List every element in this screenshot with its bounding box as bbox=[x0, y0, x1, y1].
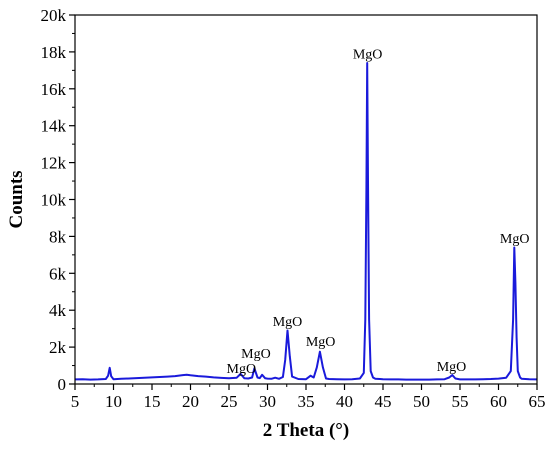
x-tick-label: 55 bbox=[452, 392, 469, 411]
peak-label: MgO bbox=[353, 47, 383, 62]
x-tick-labels: 5 10 15 20 25 30 35 40 45 50 55 60 65 bbox=[71, 392, 546, 411]
plot-area bbox=[74, 62, 538, 381]
y-tick-label: 2k bbox=[49, 338, 67, 357]
x-tick-label: 5 bbox=[71, 392, 80, 411]
series-line bbox=[74, 62, 538, 381]
x-tick-label: 30 bbox=[259, 392, 276, 411]
x-tick-label: 60 bbox=[490, 392, 507, 411]
y-tick-label: 10k bbox=[41, 191, 67, 210]
y-tick-label: 6k bbox=[49, 264, 67, 283]
y-tick-label: 12k bbox=[41, 154, 67, 173]
plot-frame bbox=[74, 14, 538, 385]
x-axis-title: 2 Theta (°) bbox=[263, 420, 349, 441]
x-tick-label: 15 bbox=[144, 392, 161, 411]
y-tick-label: 14k bbox=[41, 117, 67, 136]
peak-label: MgO bbox=[437, 360, 467, 375]
x-tick-label: 40 bbox=[336, 392, 353, 411]
axis-ticks bbox=[69, 14, 538, 390]
x-tick-label: 10 bbox=[105, 392, 122, 411]
y-tick-label: 16k bbox=[41, 80, 67, 99]
x-tick-label: 25 bbox=[221, 392, 238, 411]
peak-label: MgO bbox=[273, 315, 303, 330]
y-tick-label: 18k bbox=[41, 43, 67, 62]
x-tick-label: 20 bbox=[182, 392, 199, 411]
peak-label: MgO bbox=[227, 362, 257, 377]
x-tick-label: 50 bbox=[413, 392, 430, 411]
y-tick-label: 0 bbox=[58, 375, 67, 394]
x-tick-label: 65 bbox=[529, 392, 546, 411]
peak-label: MgO bbox=[500, 232, 530, 247]
y-axis-title: Counts bbox=[6, 170, 27, 228]
y-tick-label: 8k bbox=[49, 227, 67, 246]
peak-label: MgO bbox=[306, 335, 336, 350]
y-tick-label: 4k bbox=[49, 301, 67, 320]
peak-label: MgO bbox=[241, 347, 271, 362]
x-tick-label: 35 bbox=[298, 392, 315, 411]
y-tick-label: 20k bbox=[41, 6, 67, 25]
x-tick-label: 45 bbox=[375, 392, 392, 411]
y-tick-labels: 0 2k 4k 6k 8k 10k 12k 14k 16k 18k 20k bbox=[41, 6, 67, 394]
